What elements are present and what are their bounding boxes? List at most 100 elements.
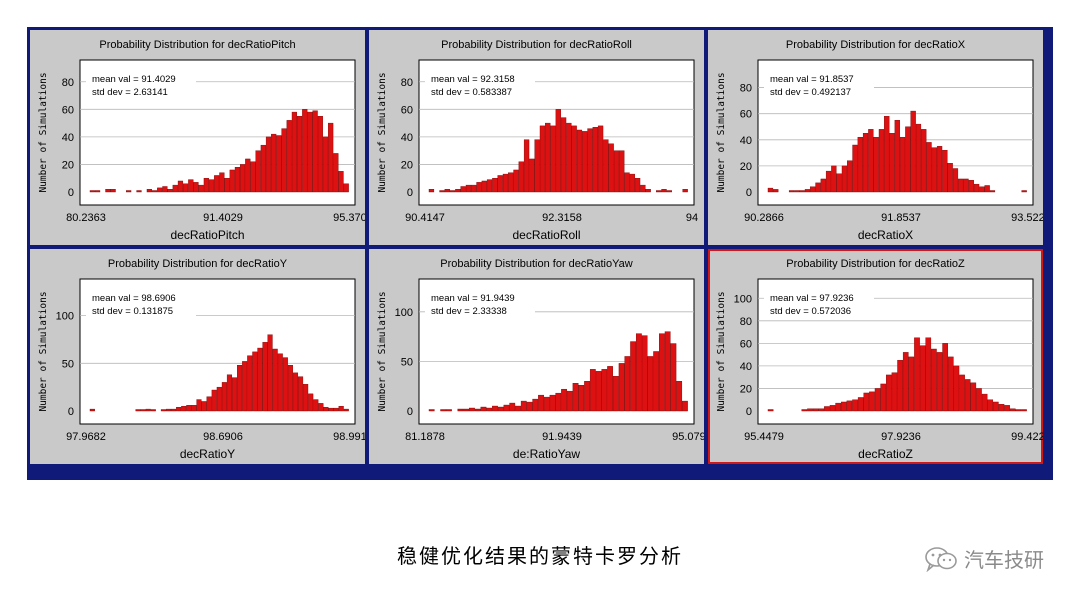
histogram-bar [219,172,225,193]
y-tick-label: 0 [407,187,413,199]
histogram-bar [952,168,959,193]
histogram-bar [661,189,667,193]
histogram-bar [804,189,811,193]
histogram-bar [976,388,982,412]
histogram-bar [191,405,197,412]
y-axis-label: Number of Simulations [38,72,49,192]
histogram-bar [993,401,999,412]
x-tick-label: 91.4029 [203,212,243,224]
histogram-bar [947,356,954,412]
histogram-bar [989,190,996,193]
histogram-bar [645,189,651,193]
histogram-bar [439,190,445,193]
histogram-bar [216,386,222,412]
y-tick-label: 20 [62,159,74,171]
histogram-bar [587,128,593,193]
histogram-panel[interactable]: Probability Distribution for decRatioZ 0 2… [708,249,1043,464]
histogram-bar [852,399,858,412]
histogram-bar [820,178,826,193]
histogram-bar [607,366,613,412]
histogram-bar [183,183,189,193]
x-axis-label: decRatioZ [858,447,913,461]
histogram-bar [486,407,493,412]
histogram-bar [167,189,173,193]
histogram-bar [145,408,151,412]
histogram-bar [825,170,832,193]
histogram-bar [676,381,683,412]
histogram-bar [1021,190,1027,193]
histogram-bar [984,185,990,193]
histogram-panel[interactable]: Probability Distribution for decRatioY 0 5… [30,249,365,464]
histogram-bar [338,171,344,193]
y-tick-label: 60 [740,338,752,350]
histogram-panel[interactable]: Probability Distribution for decRatioYaw… [369,249,704,464]
histogram-bar [656,190,662,193]
mean-value-label: mean val = 92.3158 [431,74,515,85]
histogram-bar [682,400,688,412]
x-tick-label: 98.9916 [333,431,365,443]
histogram-bar [566,390,573,412]
histogram-bar [788,190,795,193]
histogram-svg: 0 20 40 60 80 mean val = 91.8537 std dev = 0.4… [716,59,1043,242]
stats-box [764,289,874,319]
histogram-bar [476,182,482,193]
stats-box [86,289,196,319]
histogram-bar [873,136,879,193]
histogram-svg: 0 20 40 60 80 mean val = 92.3158 std dev = 0.5… [377,59,698,242]
histogram-bar [601,369,608,412]
histogram-bar [486,179,493,193]
histogram-bar [160,409,166,412]
histogram-bar [970,382,977,412]
y-tick-label: 80 [740,83,752,95]
histogram-bar [460,186,466,193]
histogram-bar [863,392,870,412]
histogram-bar [272,348,278,412]
histogram-bar [936,352,943,412]
histogram-bar [931,348,937,412]
histogram-bar [281,128,287,193]
histogram-bar [968,180,974,193]
histogram-bar [815,182,821,193]
histogram-bar [110,189,116,193]
histogram-bar [247,355,253,412]
histogram-bar [560,117,567,193]
chart-title: Probability Distribution for decRatioYaw [440,258,633,270]
histogram-bar [529,158,535,193]
histogram-panel[interactable]: Probability Distribution for decRatioPit… [30,30,365,245]
histogram-bar [455,189,461,193]
histogram-bar [889,133,895,193]
histogram-bar [465,184,472,193]
histogram-bar [497,406,504,412]
stats-box [86,70,196,100]
y-tick-label: 0 [746,406,752,418]
chart-grid-frame: Probability Distribution for decRatioPit… [27,27,1053,480]
y-tick-label: 0 [68,406,74,418]
stats-box [425,70,535,100]
histogram-bar [818,408,825,412]
histogram-bar [910,110,916,193]
histogram-bar [203,178,209,193]
mean-value-label: mean val = 98.6906 [92,293,176,304]
histogram-bar [550,125,556,193]
histogram-bar [902,352,909,412]
histogram-bar [857,136,863,193]
y-tick-label: 60 [62,104,74,116]
histogram-bar [157,187,163,193]
histogram-bar [526,401,533,412]
histogram-bar [884,116,890,193]
std-dev-label: std dev = 0.572036 [770,306,851,317]
std-dev-label: std dev = 0.583387 [431,87,512,98]
histogram-panel[interactable]: Probability Distribution for decRatioX 0 2… [708,30,1043,245]
histogram-bar [653,351,660,412]
histogram-bar [597,125,604,193]
histogram-bar [457,408,464,412]
histogram-panel[interactable]: Probability Distribution for decRatioRol… [369,30,704,245]
histogram-bar [886,374,892,412]
histogram-bar [318,403,324,412]
y-tick-label: 20 [740,161,752,173]
histogram-bar [647,356,654,412]
histogram-bar [880,383,887,412]
histogram-bar [292,372,299,412]
histogram-bar [794,190,800,193]
histogram-bar [323,406,329,412]
